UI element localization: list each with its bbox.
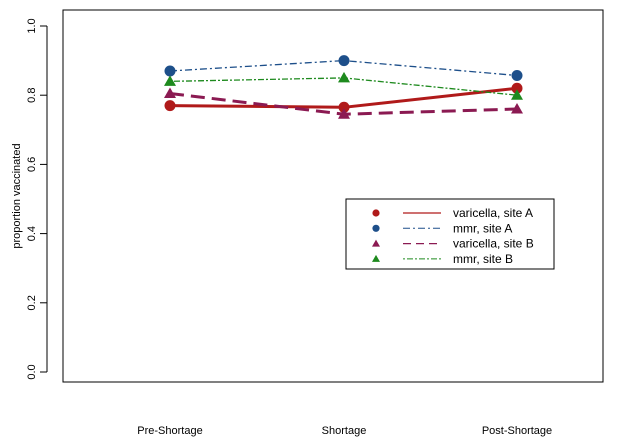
- data-point: [511, 82, 523, 94]
- data-point: [164, 100, 176, 112]
- legend-marker: [372, 224, 380, 232]
- data-point: [338, 101, 350, 113]
- x-tick-label: Post-Shortage: [482, 425, 552, 437]
- legend-label: mmr, site A: [453, 221, 512, 235]
- x-tick-label: Shortage: [322, 425, 367, 437]
- data-point: [511, 69, 523, 81]
- data-point: [338, 55, 350, 67]
- legend-box: [345, 198, 555, 270]
- series-3: [164, 71, 523, 100]
- y-tick-label: 1.0: [26, 18, 38, 33]
- y-axis-title: proportion vaccinated: [11, 143, 23, 248]
- legend-label: varicella, site A: [453, 206, 533, 220]
- data-point: [511, 89, 523, 100]
- x-axis-labels: Pre-Shortage Shortage Post-Shortage: [137, 425, 552, 437]
- legend-entry: varicella, site A: [372, 206, 533, 220]
- legend-entry: mmr, site B: [372, 252, 513, 266]
- y-tick-label: 0.8: [26, 88, 38, 103]
- legend-label: mmr, site B: [453, 252, 513, 266]
- legend-marker: [372, 209, 380, 217]
- data-point: [338, 71, 350, 83]
- legend-entry: varicella, site B: [372, 237, 534, 251]
- series-layer: [164, 55, 523, 119]
- data-point: [511, 103, 523, 114]
- y-tick-label: 0.2: [26, 295, 38, 310]
- plot-frame: [62, 9, 604, 383]
- legend-label: varicella, site B: [453, 237, 534, 251]
- legend-marker: [372, 239, 380, 247]
- legend-entry: mmr, site A: [372, 221, 512, 235]
- data-point: [164, 75, 176, 86]
- y-tick-label: 0.0: [26, 364, 38, 379]
- series-2: [164, 87, 523, 119]
- data-point: [164, 65, 176, 77]
- series-1: [164, 55, 523, 81]
- y-axis-ticks: 0.0 0.2 0.4 0.6 0.8 1.0: [26, 18, 47, 380]
- x-tick-label: Pre-Shortage: [137, 425, 202, 437]
- series-line: [169, 59, 518, 77]
- legend-marker: [372, 254, 380, 262]
- y-tick-label: 0.4: [26, 226, 38, 241]
- data-point: [338, 108, 350, 119]
- y-tick-label: 0.6: [26, 157, 38, 172]
- data-point: [164, 87, 176, 98]
- series-0: [164, 82, 523, 113]
